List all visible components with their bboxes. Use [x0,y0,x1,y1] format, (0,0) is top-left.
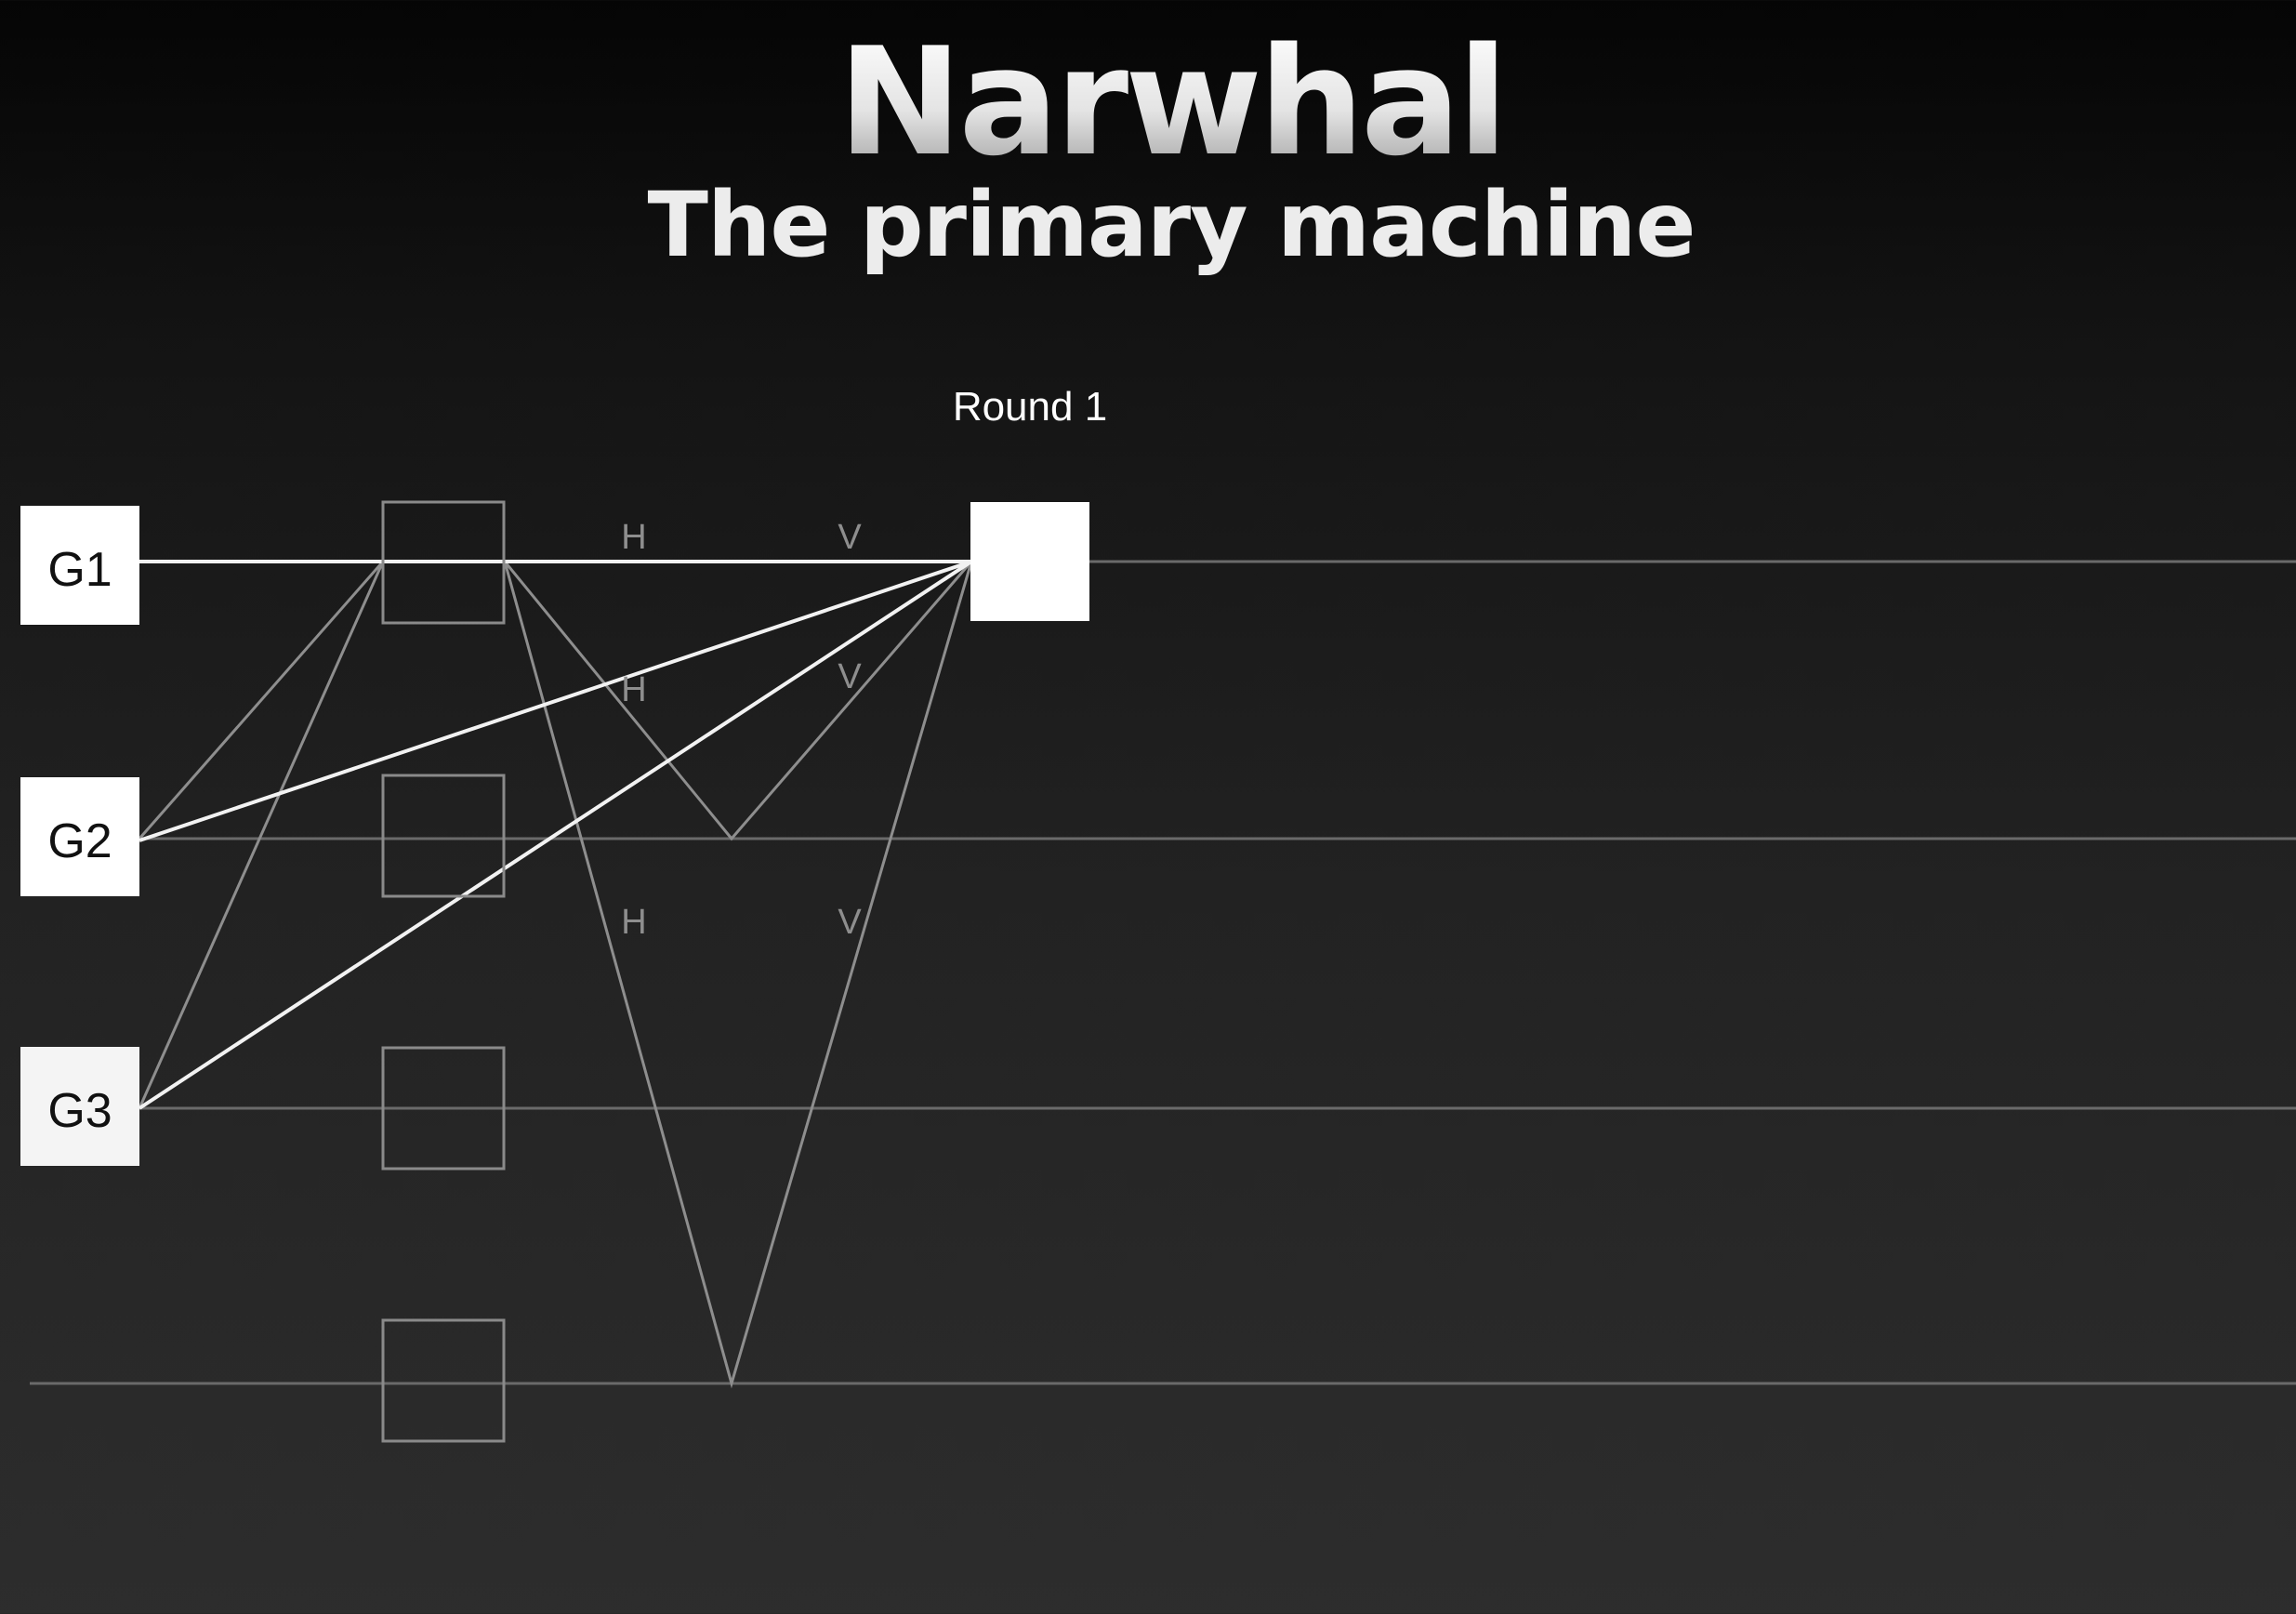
timelines [30,560,2296,1385]
edge-g3-to-batch [138,561,385,1109]
validator-g1: G1 [20,506,139,625]
validator-label: G2 [47,814,112,868]
validator-g2: G2 [20,777,139,896]
edge-batch-mid-v [503,561,973,841]
batch-box-2 [381,774,506,898]
edge-g3-to-round1 [138,560,973,1110]
v-label-3: V [838,903,862,942]
batch-box-3 [381,1046,506,1171]
edge-g2-to-round1 [139,560,972,842]
validator-box [20,777,139,896]
v-label-2: V [838,657,862,696]
validator-g3: G3 [20,1047,139,1166]
subtitle: The primary machine [647,173,1696,277]
edge-labels: H V H V H V [621,518,862,942]
round-1-block [970,502,1089,621]
validator-box [20,1047,139,1166]
bright-connections [138,560,973,1110]
title: Narwhal [0,20,2296,184]
edge-g2-to-batch [138,561,385,840]
validator-box [20,506,139,625]
validator-label: G3 [47,1084,112,1138]
round-label: Round 1 [953,384,1107,430]
batch-box-4 [381,1318,506,1443]
h-label-2: H [621,670,646,709]
batch-boxes [381,500,506,1443]
v-label-1: V [838,518,862,557]
h-label-3: H [621,903,646,942]
edge-batch-deep-v [503,561,973,1389]
h-label-1: H [621,518,646,557]
dim-connections [138,561,973,1389]
validator-label: G1 [47,543,112,597]
batch-box-1 [381,500,506,625]
